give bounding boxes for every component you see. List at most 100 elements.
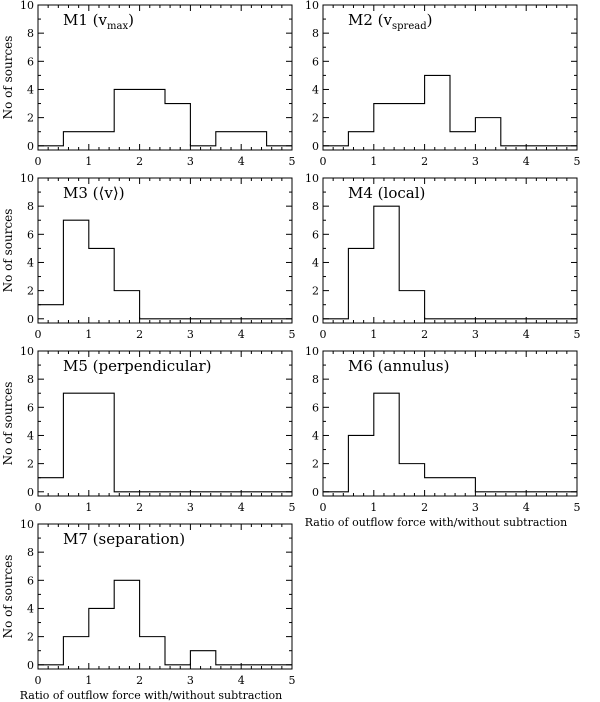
- histogram-panel-6: 0 1 2 3 4 5 0 2 4 6 8 10 M6 (annulus) Ratio of outflo…: [305, 345, 581, 529]
- panel-label-text: M5 (perpendicular): [63, 357, 212, 375]
- x-tick-label: 5: [289, 501, 296, 514]
- x-tick-label: 5: [574, 155, 581, 168]
- y-tick-label: 10: [20, 0, 34, 12]
- histogram-steps: [38, 579, 292, 666]
- histogram-steps: [323, 205, 577, 320]
- y-tick-label: 10: [20, 172, 34, 185]
- x-axis-label: Ratio of outflow force with/without subt…: [20, 689, 282, 702]
- plot-frame: [322, 4, 578, 151]
- x-tick-label: 4: [523, 328, 530, 341]
- y-tick-label: 8: [27, 27, 34, 40]
- panel-label: M5 (perpendicular): [63, 357, 212, 375]
- x-axis-label: Ratio of outflow force with/without subt…: [305, 516, 567, 529]
- histogram-panel-2: 0 1 2 3 4 5 0 2 4 6 8 10 M2 (vspread): [305, 0, 581, 168]
- plot-frame: [37, 523, 293, 670]
- x-tick-label: 4: [238, 674, 245, 687]
- plot-frame: [37, 350, 293, 497]
- panel-label: M2 (vspread): [348, 11, 432, 32]
- x-tick-label: 2: [136, 501, 143, 514]
- x-tick-label: 1: [85, 674, 92, 687]
- histogram-steps: [323, 74, 577, 147]
- plot-frame: [37, 177, 293, 324]
- histogram-panel-7: 0 1 2 3 4 5 0 2 4 6 8 10 M7 (separation) No of source…: [1, 518, 296, 702]
- y-tick-label: 6: [27, 401, 34, 414]
- y-tick-label: 6: [312, 401, 319, 414]
- y-tick-label: 0: [312, 486, 319, 499]
- y-tick-label: 4: [312, 256, 319, 269]
- x-tick-label: 1: [370, 155, 377, 168]
- y-tick-label: 10: [305, 172, 319, 185]
- y-tick-label: 2: [312, 458, 319, 471]
- x-tick-label: 0: [35, 674, 42, 687]
- histogram-steps: [38, 392, 292, 493]
- x-tick-label: 0: [35, 155, 42, 168]
- histogram-panel-5: 0 1 2 3 4 5 0 2 4 6 8 10 M5 (perpendicular) No of sou…: [1, 345, 296, 514]
- y-tick-label: 4: [27, 602, 34, 615]
- x-tick-label: 0: [35, 328, 42, 341]
- y-tick-label: 4: [312, 429, 319, 442]
- x-tick-label: 1: [85, 155, 92, 168]
- panel-label-suffix: ): [128, 11, 134, 29]
- x-tick-label: 4: [523, 501, 530, 514]
- histogram-panel-3: 0 1 2 3 4 5 0 2 4 6 8 10 M3 (⟨v⟩) No of sources: [1, 172, 296, 341]
- plot-frame: [322, 350, 578, 497]
- y-tick-label: 6: [27, 574, 34, 587]
- plot-frame: [322, 177, 578, 324]
- y-tick-label: 10: [305, 0, 319, 12]
- x-tick-label: 4: [523, 155, 530, 168]
- x-tick-label: 3: [187, 155, 194, 168]
- panel-label-subscript: spread: [392, 21, 427, 32]
- histogram-steps: [38, 219, 292, 320]
- y-tick-label: 10: [20, 518, 34, 531]
- y-tick-label: 2: [27, 631, 34, 644]
- x-tick-label: 1: [370, 501, 377, 514]
- y-tick-label: 6: [27, 228, 34, 241]
- y-tick-label: 4: [312, 83, 319, 96]
- histogram-panel-1: 0 1 2 3 4 5 0 2 4 6 8 10 M1 (vmax) No of sources: [1, 0, 296, 168]
- y-tick-label: 8: [27, 546, 34, 559]
- panel-label: M1 (vmax): [63, 11, 134, 32]
- y-tick-label: 10: [20, 345, 34, 358]
- panel-label-text: M1 (v: [63, 11, 108, 29]
- y-tick-label: 6: [312, 228, 319, 241]
- x-tick-label: 5: [574, 501, 581, 514]
- y-tick-label: 4: [27, 429, 34, 442]
- y-tick-label: 10: [305, 345, 319, 358]
- histogram-steps: [323, 392, 577, 493]
- y-tick-label: 2: [27, 112, 34, 125]
- y-tick-label: 2: [312, 112, 319, 125]
- x-tick-label: 2: [136, 674, 143, 687]
- x-tick-label: 3: [472, 328, 479, 341]
- y-tick-label: 6: [27, 55, 34, 68]
- x-tick-label: 3: [472, 155, 479, 168]
- y-tick-label: 2: [27, 285, 34, 298]
- panel-label: M3 (⟨v⟩): [63, 184, 125, 202]
- y-axis-label: No of sources: [1, 382, 15, 466]
- y-axis-label: No of sources: [1, 36, 15, 120]
- x-tick-label: 3: [187, 674, 194, 687]
- x-tick-label: 4: [238, 155, 245, 168]
- y-tick-label: 0: [27, 486, 34, 499]
- y-tick-label: 0: [27, 659, 34, 672]
- panel-label: M4 (local): [348, 184, 425, 202]
- x-tick-label: 5: [289, 155, 296, 168]
- y-tick-label: 0: [312, 140, 319, 153]
- x-tick-label: 4: [238, 328, 245, 341]
- x-tick-label: 1: [370, 328, 377, 341]
- x-tick-label: 5: [289, 328, 296, 341]
- y-axis-label: No of sources: [1, 555, 15, 639]
- x-tick-label: 3: [187, 328, 194, 341]
- panel-label-suffix: ): [427, 11, 433, 29]
- panel-label-text: M4 (local): [348, 184, 425, 202]
- x-tick-label: 5: [289, 674, 296, 687]
- y-tick-label: 0: [27, 140, 34, 153]
- panel-label-text: M2 (v: [348, 11, 393, 29]
- x-tick-label: 3: [472, 501, 479, 514]
- y-tick-label: 0: [312, 313, 319, 326]
- y-tick-label: 8: [27, 373, 34, 386]
- histogram-steps: [38, 88, 292, 147]
- x-tick-label: 2: [136, 328, 143, 341]
- x-tick-label: 3: [187, 501, 194, 514]
- panel-label-text: M3 (⟨v⟩): [63, 184, 125, 202]
- x-tick-label: 2: [421, 501, 428, 514]
